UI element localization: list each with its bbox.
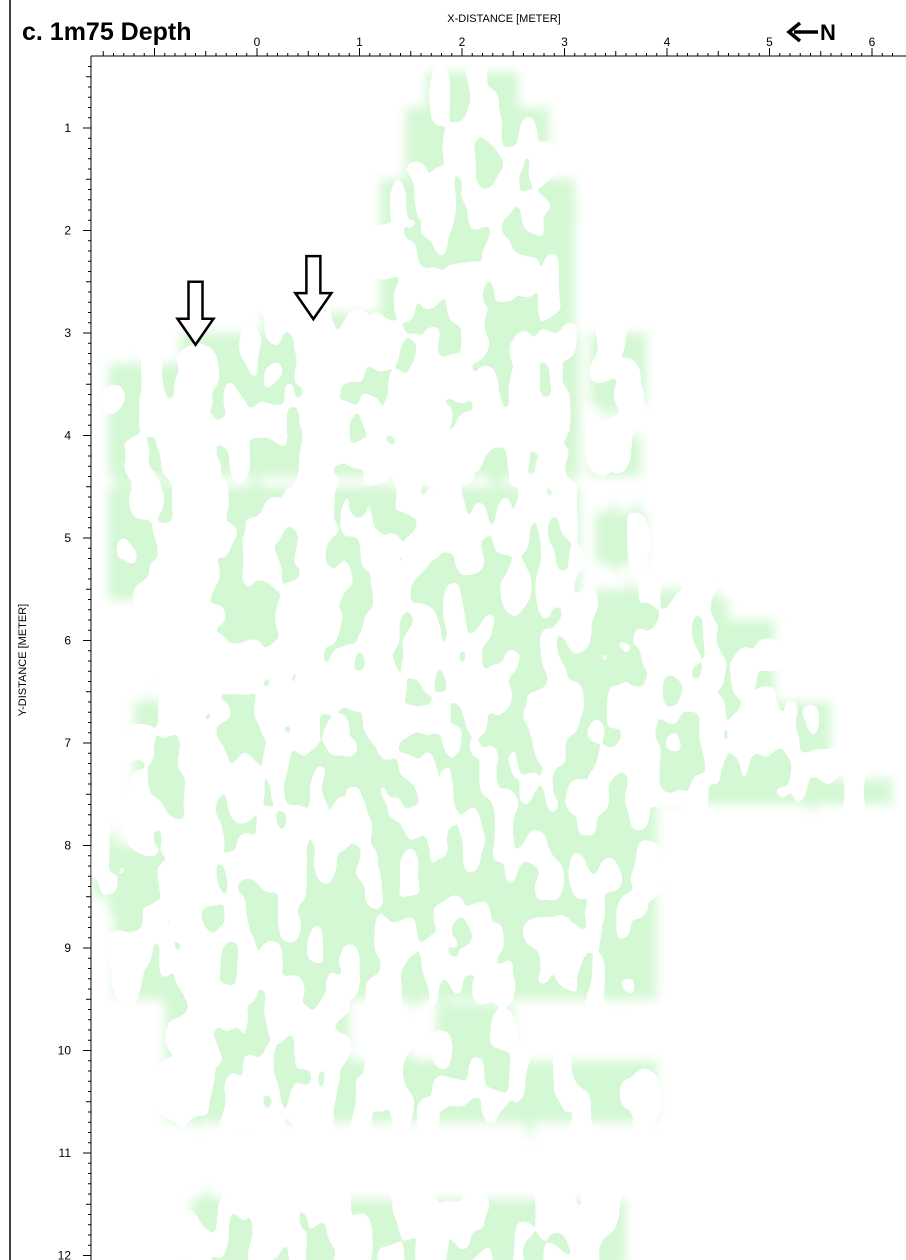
y-axis-title: Y-DISTANCE [METER] — [17, 604, 29, 716]
survey-coverage-zone — [262, 312, 575, 333]
north-arrow: N — [786, 20, 836, 45]
y-tick-label: 4 — [64, 429, 71, 443]
north-arrow-head — [786, 21, 802, 43]
y-tick-label: 9 — [64, 941, 71, 955]
y-tick-label: 2 — [64, 224, 71, 238]
y-tick-label: 6 — [64, 634, 71, 648]
survey-coverage-zone — [831, 778, 893, 805]
heatmap-field — [93, 68, 893, 1260]
x-tick-label: 4 — [664, 35, 671, 49]
panel-title: c. 1m75 Depth — [22, 18, 192, 46]
y-tick-label: 5 — [64, 531, 71, 545]
x-tick-label: 1 — [356, 35, 363, 49]
x-tick-label: 0 — [254, 35, 261, 49]
x-tick-label: 2 — [459, 35, 466, 49]
anomaly-arrow — [175, 280, 216, 347]
y-tick-label: 3 — [64, 326, 71, 340]
anomaly-markers — [175, 254, 334, 347]
y-tick-label: 12 — [58, 1249, 72, 1260]
x-tick-label: 6 — [869, 35, 876, 49]
y-tick-label: 1 — [64, 121, 71, 135]
x-tick-label: 5 — [766, 35, 773, 49]
x-axis-title: X-DISTANCE [METER] — [447, 13, 560, 25]
north-label: N — [820, 20, 836, 45]
y-tick-label: 8 — [64, 839, 71, 853]
y-axis-ticks — [83, 66, 91, 1256]
y-tick-label: 11 — [59, 1146, 72, 1160]
y-tick-label: 10 — [58, 1044, 72, 1058]
x-axis-ticks — [102, 48, 893, 56]
y-tick-label: 7 — [64, 736, 71, 750]
anomaly-arrow — [292, 254, 334, 322]
x-tick-label: 3 — [561, 35, 568, 49]
